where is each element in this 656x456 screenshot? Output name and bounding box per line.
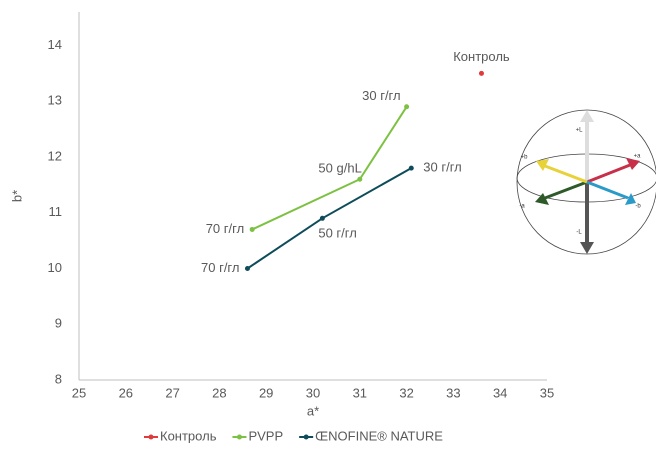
data-point xyxy=(250,227,255,232)
point-label: 70 г/гл xyxy=(206,221,244,236)
point-label: 50 г/гл xyxy=(318,226,356,241)
x-tick-label: 33 xyxy=(446,385,460,400)
y-axis-label: b* xyxy=(9,190,24,202)
legend-label: PVPP xyxy=(248,428,283,443)
data-point xyxy=(320,216,325,221)
sphere-label: +a xyxy=(634,154,642,160)
data-point xyxy=(479,71,484,76)
data-point xyxy=(409,166,414,171)
y-tick-label: 10 xyxy=(48,260,62,275)
x-tick-label: 30 xyxy=(306,385,320,400)
x-tick-label: 31 xyxy=(353,385,367,400)
x-tick-label: 32 xyxy=(399,385,413,400)
y-tick-label: 11 xyxy=(49,204,63,219)
point-label: 70 г/гл xyxy=(201,260,239,275)
point-label: 30 г/гл xyxy=(423,160,461,175)
point-label: 30 г/гл xyxy=(362,88,400,103)
sphere-label: -L xyxy=(576,230,582,236)
legend-marker xyxy=(237,435,242,440)
sphere-label: -a xyxy=(519,204,525,210)
point-label: 50 g/hL xyxy=(318,161,361,176)
data-point xyxy=(404,104,409,109)
chart: a* b* 25 26 27 28 29 30 31 32 33 34 35 8 9 10 11 12 13 14… xyxy=(0,0,656,456)
x-tick-label: 28 xyxy=(212,385,226,400)
legend-label: ŒNOFINE® NATURE xyxy=(315,428,443,443)
y-tick-label: 14 xyxy=(48,37,62,52)
legend-marker xyxy=(149,435,154,440)
x-axis-label: a* xyxy=(307,403,319,418)
sphere-label: +L xyxy=(576,128,584,134)
y-tick-label: 13 xyxy=(48,93,62,108)
x-tick-label: 34 xyxy=(493,385,507,400)
data-point xyxy=(245,266,250,271)
y-tick-label: 9 xyxy=(55,316,62,331)
legend-label: Контроль xyxy=(160,428,217,443)
x-tick-label: 29 xyxy=(259,385,273,400)
x-tick-label: 35 xyxy=(540,385,554,400)
legend-marker xyxy=(304,435,309,440)
series-line xyxy=(247,168,411,268)
data-point xyxy=(357,177,362,182)
x-tick-label: 25 xyxy=(72,385,86,400)
x-tick-label: 27 xyxy=(165,385,179,400)
lab-sphere xyxy=(517,110,656,254)
y-tick-label: 12 xyxy=(48,148,62,163)
x-tick-label: 26 xyxy=(119,385,133,400)
sphere-label: -b xyxy=(635,204,641,210)
y-tick-label: 8 xyxy=(55,371,62,386)
point-label: Контроль xyxy=(453,49,510,64)
sphere-label: +b xyxy=(521,155,529,161)
